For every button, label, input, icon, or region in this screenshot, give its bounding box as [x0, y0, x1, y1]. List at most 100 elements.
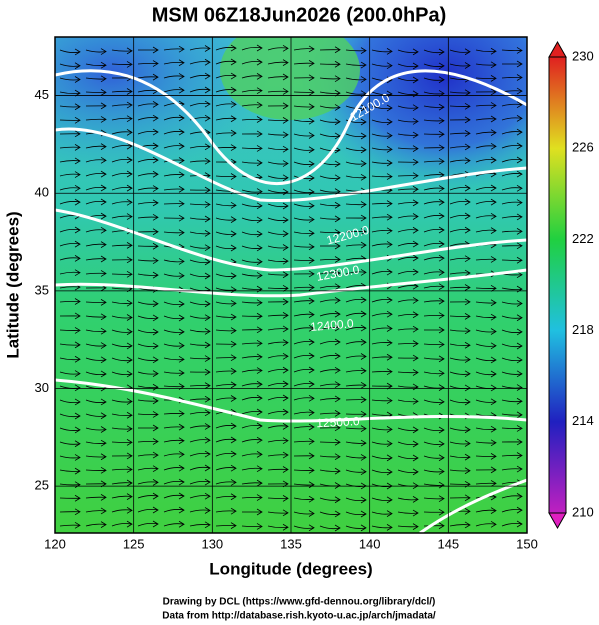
streamline [371, 104, 393, 112]
streamline [189, 492, 211, 500]
streamline [85, 327, 107, 335]
streamline [475, 143, 497, 150]
x-tick-label: 140 [359, 536, 381, 551]
streamline [397, 397, 419, 405]
streamline [85, 453, 107, 461]
streamline [189, 355, 211, 362]
x-axis-label: Longitude (degrees) [209, 559, 372, 578]
streamline [215, 44, 237, 52]
streamline [423, 341, 445, 348]
streamline [423, 312, 445, 319]
streamline [215, 272, 237, 280]
streamline [163, 464, 185, 472]
streamline [345, 425, 367, 432]
streamline [319, 424, 341, 432]
streamline [241, 159, 263, 167]
streamline [241, 73, 263, 80]
streamline [293, 146, 315, 154]
streamline [345, 160, 367, 167]
streamline [163, 59, 185, 67]
streamline [163, 410, 185, 417]
streamline [293, 510, 315, 517]
streamline [293, 284, 315, 291]
streamline [475, 507, 497, 514]
streamline [59, 454, 81, 461]
streamline [293, 366, 315, 374]
streamline [241, 394, 263, 402]
streamline [137, 213, 159, 221]
streamline [137, 128, 159, 136]
streamline [137, 370, 159, 377]
streamline [371, 268, 393, 276]
streamline [371, 426, 393, 433]
streamline [293, 311, 315, 318]
streamline [163, 328, 185, 336]
streamline [137, 101, 159, 108]
streamline [397, 199, 419, 207]
streamline [59, 48, 81, 56]
streamline [449, 313, 471, 320]
streamline [293, 257, 315, 264]
streamline [85, 466, 107, 474]
streamline [449, 494, 471, 502]
streamline [397, 383, 419, 391]
streamline [241, 339, 263, 347]
streamline [345, 173, 367, 181]
streamline [137, 114, 159, 122]
streamline [111, 507, 133, 514]
streamline [371, 296, 393, 304]
streamline [475, 398, 497, 406]
streamline [501, 101, 523, 109]
streamline [501, 60, 523, 68]
streamline [111, 47, 133, 55]
streamline [59, 494, 81, 502]
streamline [189, 423, 211, 430]
streamline [215, 464, 237, 472]
streamline [449, 198, 471, 206]
streamline [267, 73, 289, 81]
streamline [163, 506, 185, 514]
streamline [111, 479, 133, 487]
streamline [501, 115, 523, 122]
streamline [59, 298, 81, 305]
streamline [189, 272, 211, 280]
streamline [85, 342, 107, 349]
streamline [397, 468, 419, 476]
streamline [501, 493, 523, 500]
streamline [137, 46, 159, 54]
streamline [371, 90, 393, 98]
streamline [267, 437, 289, 445]
streamline [241, 367, 263, 374]
streamline [241, 326, 263, 334]
streamline [397, 268, 419, 276]
streamline [267, 59, 289, 66]
streamline [475, 284, 497, 292]
streamline [449, 453, 471, 461]
streamline [293, 188, 315, 196]
streamline [475, 156, 497, 164]
streamline [345, 310, 367, 318]
streamline [85, 61, 107, 69]
streamline [189, 72, 211, 80]
streamline [137, 506, 159, 514]
streamline [163, 520, 185, 528]
streamline [267, 271, 289, 279]
streamline [449, 143, 471, 151]
streamline [397, 354, 419, 362]
streamline [293, 45, 315, 53]
streamline [137, 383, 159, 391]
streamline [189, 507, 211, 514]
streamline [293, 174, 315, 182]
streamline [111, 356, 133, 364]
streamline [449, 284, 471, 291]
streamline [371, 132, 393, 140]
streamline [345, 241, 367, 249]
streamline [111, 198, 133, 206]
streamline [475, 439, 497, 447]
streamline [397, 48, 419, 56]
streamline [319, 324, 341, 332]
contour-label: 12500.0 [316, 414, 360, 430]
streamline [475, 520, 497, 528]
streamline [189, 45, 211, 52]
streamline [111, 256, 133, 264]
